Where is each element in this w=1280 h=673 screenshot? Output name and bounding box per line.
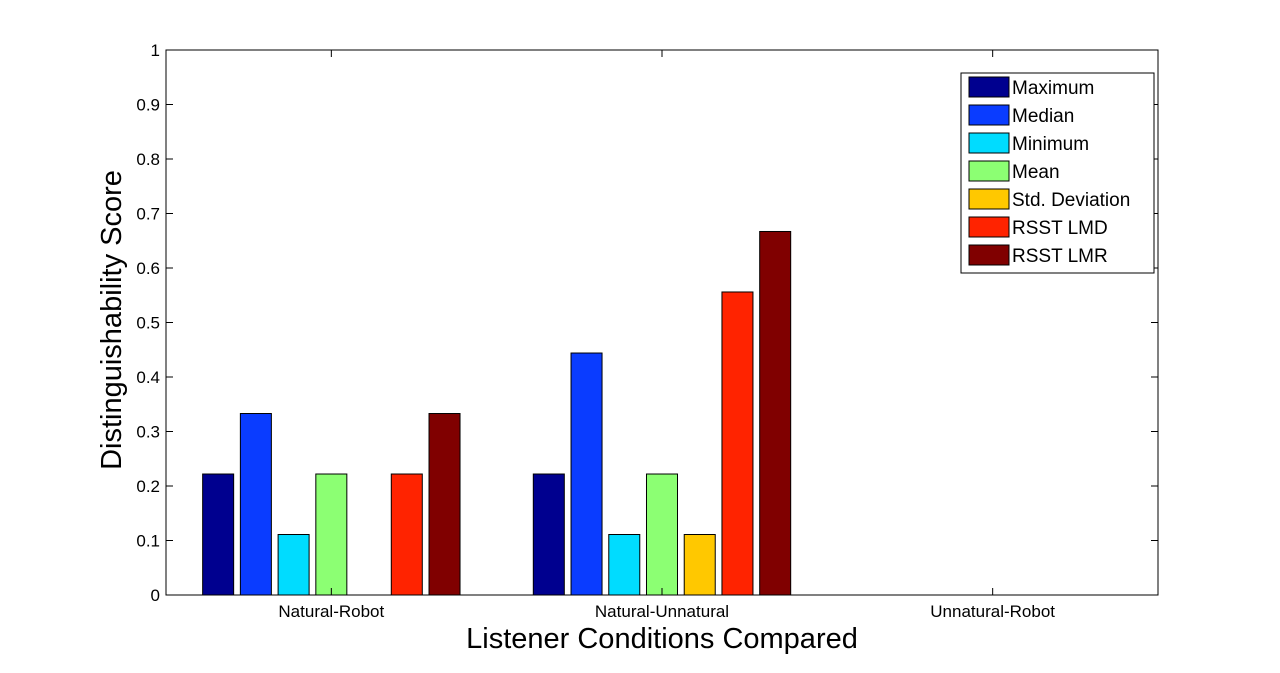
legend-swatch	[968, 244, 1010, 266]
bar	[390, 473, 423, 596]
x-axis-label: Listener Conditions Compared	[466, 623, 858, 655]
bars-layer	[202, 230, 792, 596]
legend-swatch	[968, 160, 1010, 182]
y-tick-label: 0.5	[136, 314, 160, 333]
legend-swatch	[968, 76, 1010, 98]
legend-label: Std. Deviation	[1012, 190, 1130, 211]
legend-swatch	[968, 132, 1010, 154]
y-tick-label: 0.9	[136, 96, 160, 115]
bar	[645, 473, 679, 596]
bar	[315, 473, 348, 596]
x-tick-label: Natural-Robot	[278, 602, 384, 621]
y-axis: 0 0.1 0.2 0.3 0.4 0.5 0.6 0.7 0.8 0.9 1	[136, 41, 1158, 605]
legend-label: Maximum	[1012, 78, 1094, 99]
y-tick-label: 0.8	[136, 150, 160, 169]
bar	[608, 534, 641, 596]
x-tick-label: Natural-Unnatural	[595, 602, 729, 621]
x-axis: Natural-Robot Natural-Unnatural Unnatural-…	[278, 50, 1055, 621]
legend-label: RSST LMR	[1012, 246, 1108, 267]
y-tick-label: 0.2	[136, 477, 160, 496]
legend-swatch	[968, 104, 1010, 126]
y-tick-label: 0	[151, 586, 160, 605]
y-tick-label: 0.3	[136, 423, 160, 442]
y-tick-label: 0.1	[136, 532, 160, 551]
legend-label: RSST LMD	[1012, 218, 1108, 239]
y-tick-label: 0.6	[136, 259, 160, 278]
legend-swatch	[968, 188, 1010, 210]
bar	[721, 291, 754, 596]
bar	[239, 413, 272, 596]
legend-label: Median	[1012, 106, 1074, 127]
bar	[202, 473, 235, 596]
y-tick-label: 0.7	[136, 205, 160, 224]
y-axis-label: Distinguishability Score	[96, 170, 128, 470]
y-tick-label: 1	[151, 41, 160, 60]
bar	[683, 534, 716, 596]
legend-label: Minimum	[1012, 134, 1089, 155]
y-tick-label: 0.4	[136, 368, 160, 387]
legend-label: Mean	[1012, 162, 1060, 183]
bar	[759, 230, 792, 596]
bar	[570, 352, 603, 596]
bar	[428, 413, 461, 596]
x-tick-label: Unnatural-Robot	[930, 602, 1055, 621]
bar	[532, 473, 565, 596]
bar	[277, 534, 310, 596]
legend: Maximum Median Minimum Mean Std. Deviation RS…	[960, 72, 1155, 274]
legend-swatch	[968, 216, 1010, 238]
